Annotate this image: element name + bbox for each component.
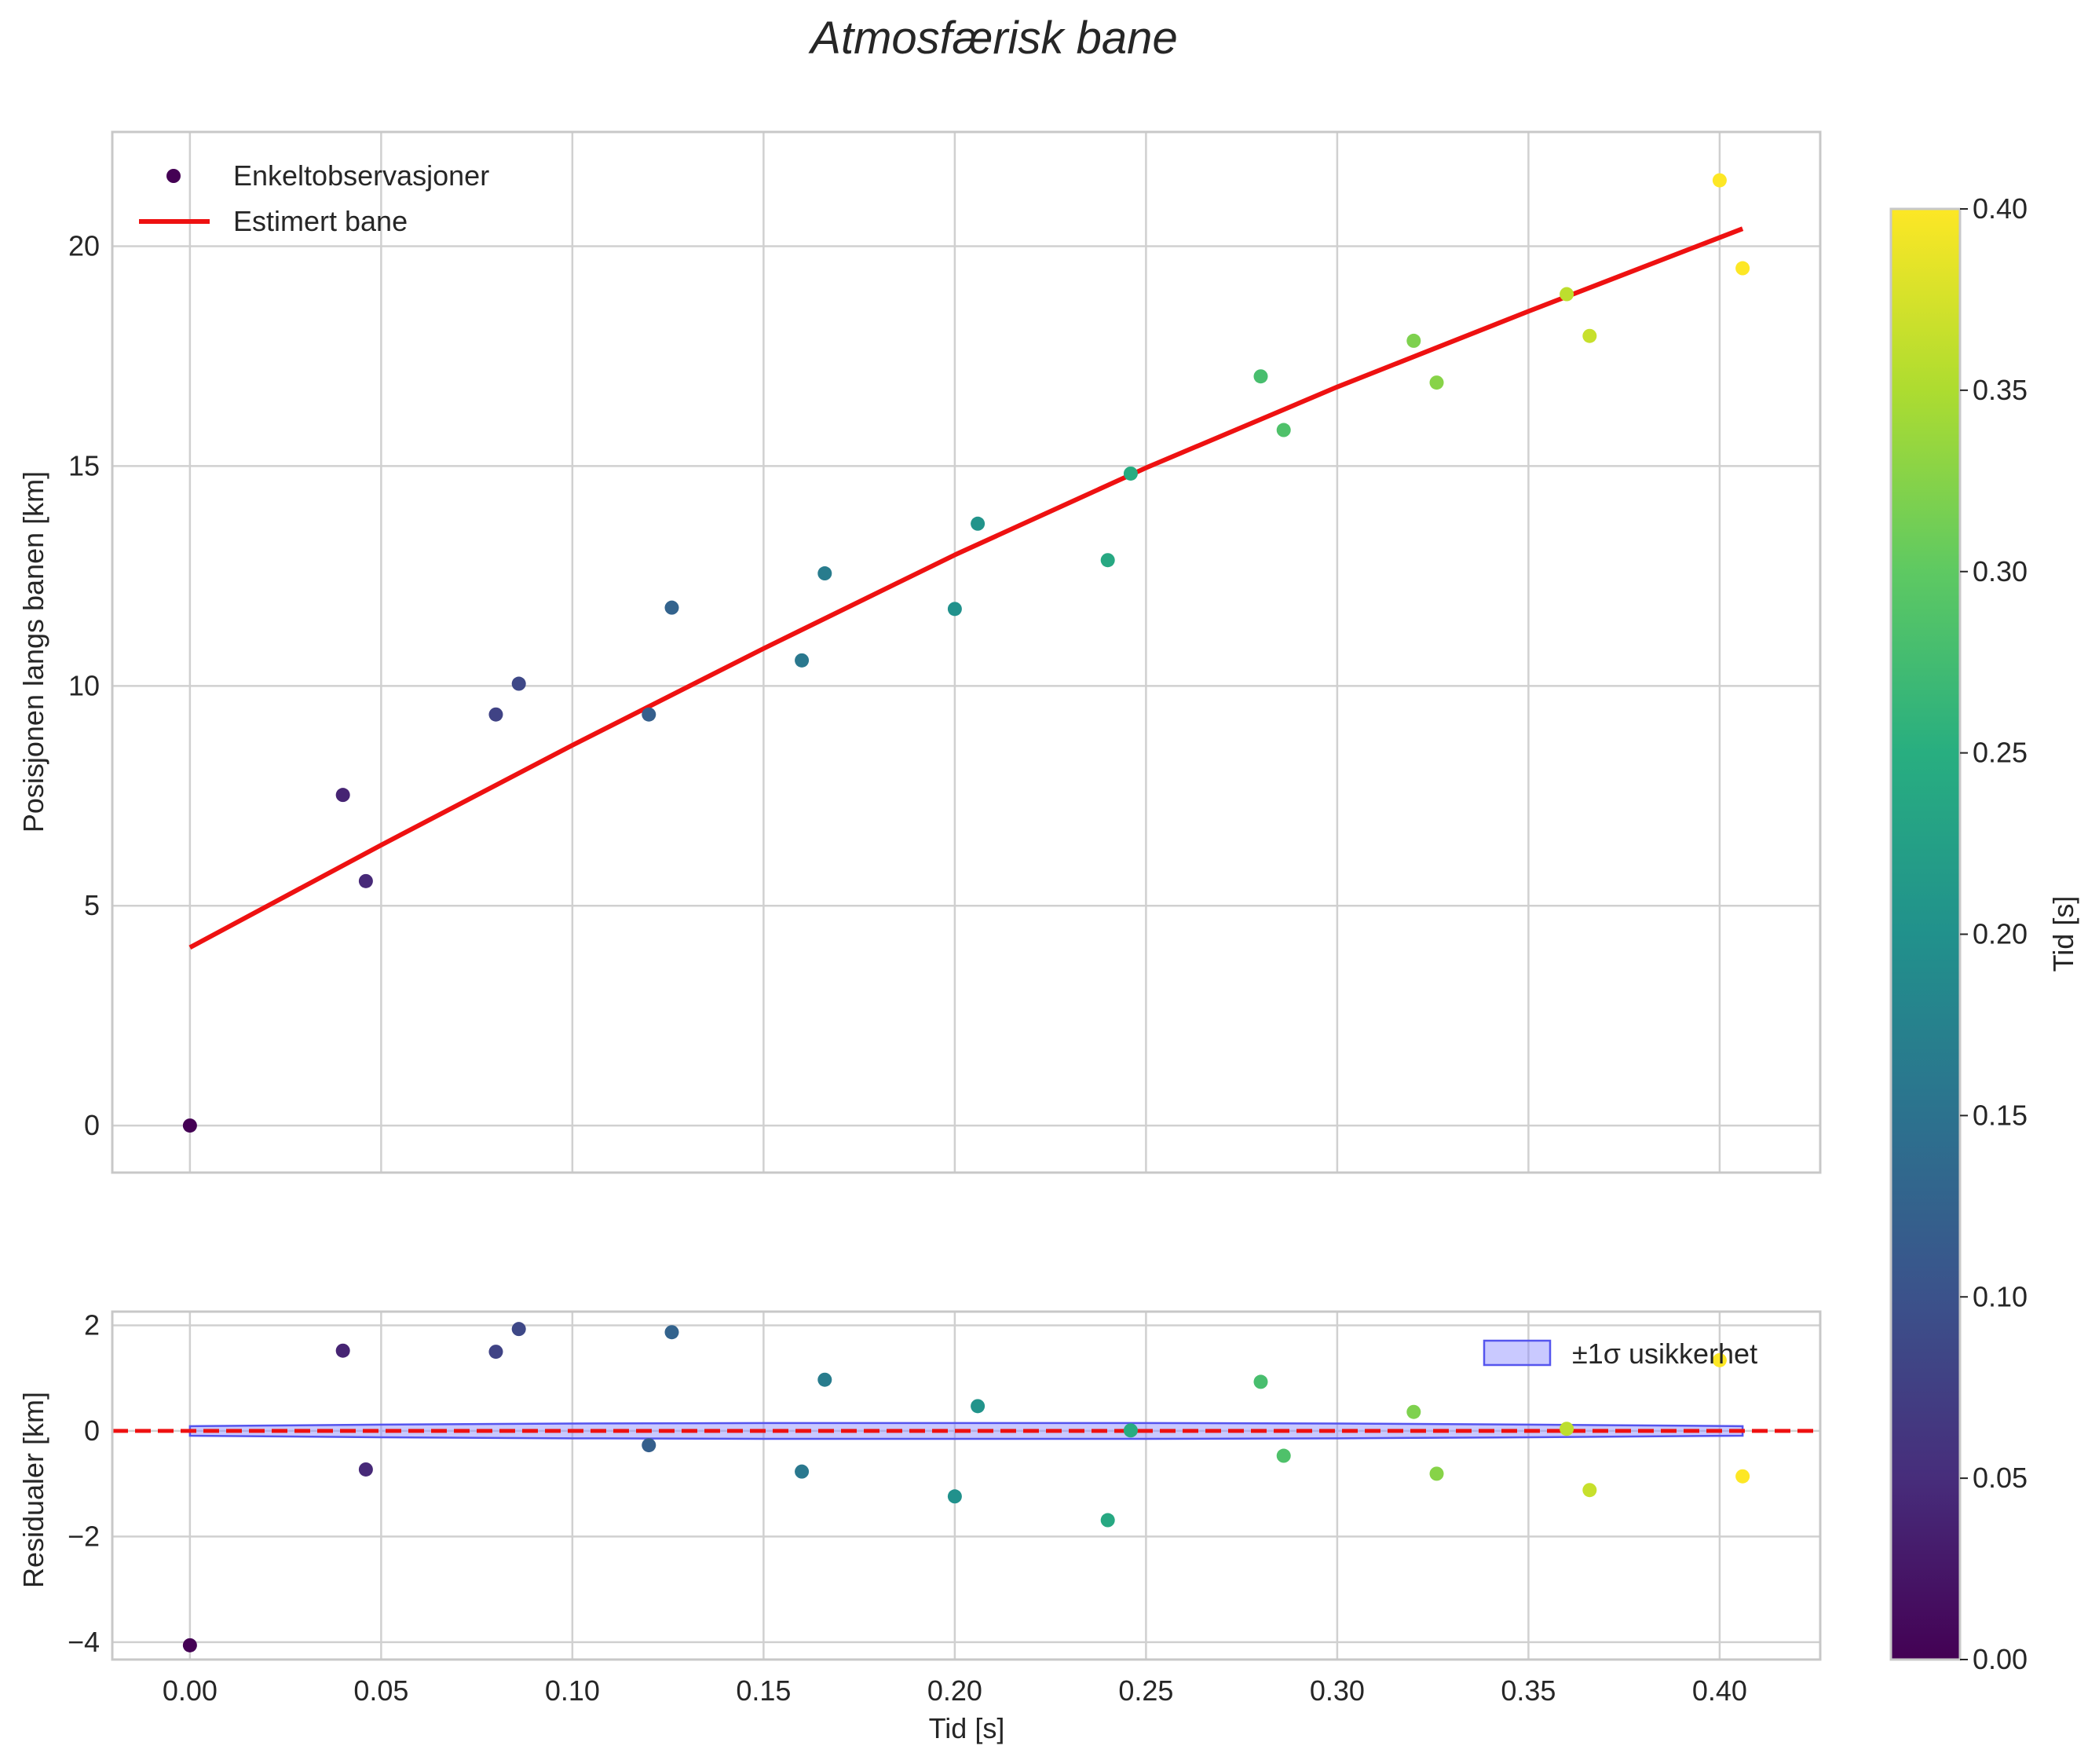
- observation-point: [358, 873, 373, 888]
- residual-point: [817, 1372, 832, 1387]
- residual-point: [488, 1345, 503, 1360]
- residual-point: [1429, 1466, 1444, 1481]
- residual-point: [358, 1462, 373, 1477]
- residual-point: [947, 1489, 962, 1504]
- colorbar-tick-label: 0.10: [1973, 1280, 2028, 1312]
- legend-label-uncertainty: ±1σ usikkerhet: [1572, 1338, 1757, 1370]
- residual-point: [335, 1343, 350, 1358]
- bottom-y-tick-label: 0: [84, 1414, 100, 1447]
- residual-point: [664, 1325, 679, 1340]
- residual-point: [511, 1322, 526, 1337]
- residual-points: [182, 1322, 1750, 1652]
- x-tick-label: 0.00: [163, 1674, 218, 1707]
- bottom-y-tick-label: 2: [84, 1308, 100, 1341]
- top-y-tick-label: 10: [68, 669, 100, 701]
- residual-point: [642, 1438, 656, 1453]
- residual-point: [1560, 1422, 1574, 1436]
- top-panel: 0 5 10 15 20 Posisjonen langs banen [km] Enk…: [17, 130, 1822, 1174]
- colorbar-tick-labels: 0.00 0.05 0.10 0.15 0.20 0.25 0.30 0.35 0.40: [1960, 192, 2028, 1675]
- top-y-tick-label: 5: [84, 889, 100, 921]
- bottom-y-tick-label: −4: [68, 1626, 100, 1658]
- observation-point: [1100, 553, 1115, 568]
- colorbar-label: Tid [s]: [2047, 896, 2079, 972]
- observation-point: [795, 653, 810, 668]
- observation-point: [511, 676, 526, 691]
- top-y-axis-label: Posisjonen langs banen [km]: [17, 471, 49, 833]
- x-tick-label: 0.25: [1118, 1674, 1173, 1707]
- estimated-path-line: [188, 226, 1744, 950]
- residual-point: [795, 1464, 810, 1479]
- observation-point: [664, 600, 679, 615]
- x-axis-label: Tid [s]: [929, 1712, 1005, 1744]
- bottom-plot-frame: [111, 1310, 1822, 1661]
- colorbar: 0.00 0.05 0.10 0.15 0.20 0.25 0.30 0.35 0.40 Tid…: [1889, 192, 2079, 1675]
- residual-point: [1100, 1513, 1115, 1528]
- bottom-y-axis-label: Residualer [km]: [17, 1392, 49, 1588]
- colorbar-tick-label: 0.25: [1973, 737, 2028, 769]
- residual-point: [1406, 1404, 1421, 1419]
- observation-point: [1276, 423, 1291, 437]
- observation-point: [971, 516, 986, 531]
- observation-point: [1735, 261, 1750, 276]
- bottom-grid: [112, 1312, 1820, 1660]
- residual-point: [182, 1638, 197, 1652]
- top-y-tick-label: 20: [68, 230, 100, 262]
- legend-marker-uncertainty: [1483, 1339, 1552, 1367]
- top-y-tick-labels: 0 5 10 15 20: [68, 230, 100, 1142]
- residual-point: [1735, 1469, 1750, 1484]
- x-tick-label: 0.10: [545, 1674, 600, 1707]
- top-y-tick-label: 15: [68, 449, 100, 481]
- bottom-panel: −4−202 0.00 0.05 0.10 0.15 0.20 0.25 0.30 0.35 0…: [17, 1308, 1822, 1744]
- residual-point: [1253, 1374, 1268, 1389]
- colorbar-tick-label: 0.30: [1973, 555, 2028, 587]
- bottom-legend: ±1σ usikkerhet: [1483, 1338, 1757, 1370]
- bottom-y-tick-labels: −4 −2 0 2: [68, 1308, 100, 1657]
- legend-marker-observations: [166, 169, 181, 183]
- residual-point: [1582, 1483, 1597, 1498]
- residual-point: [1276, 1448, 1291, 1463]
- residual-point: [1712, 1352, 1727, 1367]
- x-tick-label: 0.05: [353, 1674, 408, 1707]
- colorbar-tick-label: 0.15: [1973, 1099, 2028, 1131]
- x-tick-label: 0.20: [927, 1674, 982, 1707]
- x-tick-label: 0.40: [1692, 1674, 1747, 1707]
- top-legend: Enkeltobservasjoner Estimert bane: [139, 159, 489, 237]
- observation-point: [1406, 333, 1421, 348]
- colorbar-tick-label: 0.00: [1973, 1643, 2028, 1675]
- observation-point: [1582, 328, 1597, 343]
- x-tick-label: 0.15: [736, 1674, 791, 1707]
- observation-point: [488, 707, 503, 722]
- observation-point: [1253, 369, 1268, 384]
- top-plot-frame: [111, 130, 1822, 1174]
- residual-point: [971, 1399, 986, 1414]
- observation-point: [947, 602, 962, 617]
- top-grid: [112, 132, 1820, 1173]
- x-tick-label: 0.30: [1310, 1674, 1365, 1707]
- chart-title: Atmosfærisk bane: [808, 13, 1177, 64]
- observation-point: [182, 1118, 197, 1133]
- observation-point: [1429, 375, 1444, 390]
- top-y-tick-label: 0: [84, 1109, 100, 1141]
- observation-point: [1123, 466, 1138, 481]
- residual-point: [1123, 1423, 1138, 1438]
- colorbar-tick-label: 0.40: [1973, 192, 2028, 225]
- observation-points: [182, 173, 1750, 1133]
- colorbar-tick-label: 0.05: [1973, 1462, 2028, 1494]
- legend-label-observations: Enkeltobservasjoner: [233, 159, 489, 192]
- observation-point: [335, 788, 350, 803]
- bottom-y-tick-label: −2: [68, 1520, 100, 1552]
- observation-point: [817, 566, 832, 581]
- x-tick-label: 0.35: [1501, 1674, 1556, 1707]
- observation-point: [1712, 173, 1727, 188]
- colorbar-gradient: [1891, 209, 1960, 1660]
- legend-label-fit-line: Estimert bane: [233, 205, 408, 237]
- observation-point: [1560, 287, 1574, 302]
- colorbar-tick-label: 0.35: [1973, 374, 2028, 406]
- observation-point: [642, 707, 656, 722]
- x-tick-labels: 0.00 0.05 0.10 0.15 0.20 0.25 0.30 0.35 0.40: [163, 1674, 1747, 1707]
- colorbar-tick-label: 0.20: [1973, 918, 2028, 950]
